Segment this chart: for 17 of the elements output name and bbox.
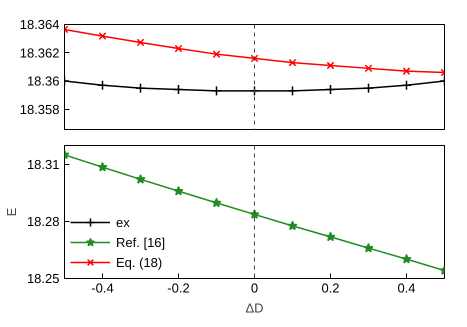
x-tick-label: 0 bbox=[250, 280, 258, 296]
y-axis-title: E bbox=[4, 207, 19, 216]
legend-label: Ref. [16] bbox=[116, 234, 166, 250]
y-tick-label: 18.362 bbox=[20, 45, 60, 60]
y-tick-label: 18.36 bbox=[26, 74, 60, 89]
y-tick-label: 18.364 bbox=[20, 17, 60, 32]
x-axis-title: ΔD bbox=[245, 300, 264, 316]
y-tick-label: 18.358 bbox=[20, 102, 60, 117]
y-tick-label: 18.31 bbox=[26, 157, 60, 172]
x-tick-label: 0.2 bbox=[321, 280, 340, 296]
y-tick-label: 18.28 bbox=[26, 214, 60, 229]
legend-label: ex bbox=[116, 214, 131, 230]
x-tick-label: 0.4 bbox=[397, 280, 416, 296]
x-tick-label: -0.4 bbox=[91, 280, 114, 296]
y-tick-label: 18.25 bbox=[26, 271, 60, 286]
x-tick-label: -0.2 bbox=[167, 280, 190, 296]
legend-label: Eq. (18) bbox=[116, 254, 162, 270]
